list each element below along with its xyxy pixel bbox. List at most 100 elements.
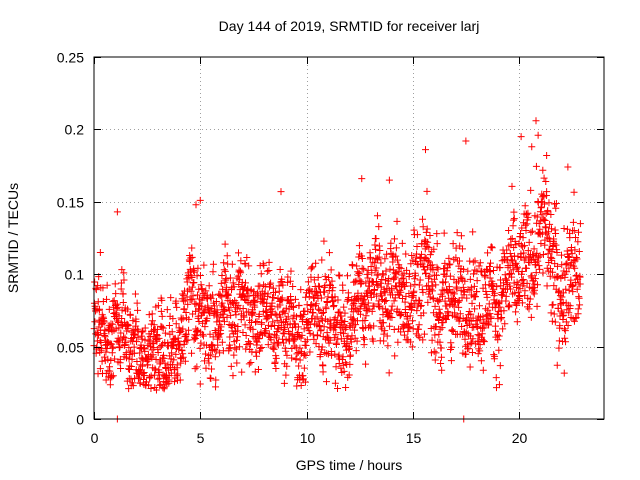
data-point [165,321,173,329]
data-point [546,272,554,280]
data-point [168,328,176,336]
data-point [430,245,438,253]
data-point [137,361,145,369]
data-point [471,305,479,313]
data-point [376,303,384,311]
data-point [295,301,303,309]
data-point [290,303,298,311]
data-point [252,318,259,326]
data-point [431,356,439,364]
data-point [542,224,550,232]
data-point [362,279,370,287]
data-point [492,384,500,392]
data-point [328,351,336,359]
data-point [575,248,583,256]
data-point [469,258,477,266]
data-point [155,334,163,342]
data-point [428,261,436,269]
data-point [378,292,386,300]
data-point [420,309,428,317]
data-point [286,299,294,307]
data-point [508,235,516,243]
data-point [397,264,405,272]
data-point [331,293,339,301]
data-point [245,360,253,368]
data-point [326,336,334,344]
data-point [325,339,333,347]
data-point [394,268,402,276]
data-point [315,282,323,290]
data-point [421,253,429,261]
data-point [572,234,580,242]
data-point [133,338,140,346]
data-point [167,294,175,302]
data-point [555,344,563,352]
data-point [316,351,324,359]
data-point [307,301,315,309]
data-point [276,265,284,273]
data-point [245,262,253,270]
data-point [177,359,185,367]
data-point [557,307,565,315]
data-point [189,292,197,300]
data-point [310,276,318,284]
data-point [342,384,350,392]
data-point [553,248,561,256]
data-point [128,355,136,363]
data-point [560,369,568,377]
data-point [324,293,332,301]
data-point [178,347,186,355]
data-point [315,283,323,291]
data-point [550,282,558,290]
data-point [220,306,228,314]
data-point [358,254,366,262]
data-point [197,339,205,347]
data-point [447,339,455,347]
data-point [274,338,282,346]
data-point [402,279,410,287]
data-point [500,288,508,296]
data-point [402,292,410,300]
data-point [332,331,340,339]
data-point [187,254,195,262]
data-point [194,264,202,272]
data-point [284,313,292,321]
data-point [283,362,291,370]
data-point [536,252,544,260]
data-point [378,275,386,283]
data-point [96,365,104,373]
data-point [512,308,520,316]
data-point [433,271,441,279]
data-point [466,363,474,371]
data-point [318,256,326,264]
data-point [325,249,333,257]
data-point [464,267,472,275]
data-point [119,290,127,298]
data-point [574,238,582,246]
data-point [463,294,471,302]
data-point [426,251,434,259]
data-point [353,262,361,270]
data-point [188,244,196,252]
data-point [491,352,499,360]
data-point [533,213,541,221]
data-point [264,290,272,298]
data-point [533,281,541,289]
data-point [497,315,505,323]
data-point [223,252,231,260]
data-point [217,279,225,287]
data-point [356,310,364,318]
data-point [534,257,542,265]
data-point [457,273,465,281]
data-point [495,346,503,354]
data-point [317,326,325,334]
data-point [508,182,516,190]
data-point [426,232,434,240]
data-point [207,351,215,359]
data-point [322,305,330,313]
data-point [383,332,391,340]
data-point [145,311,153,319]
data-point [522,226,530,234]
data-point [499,325,507,333]
